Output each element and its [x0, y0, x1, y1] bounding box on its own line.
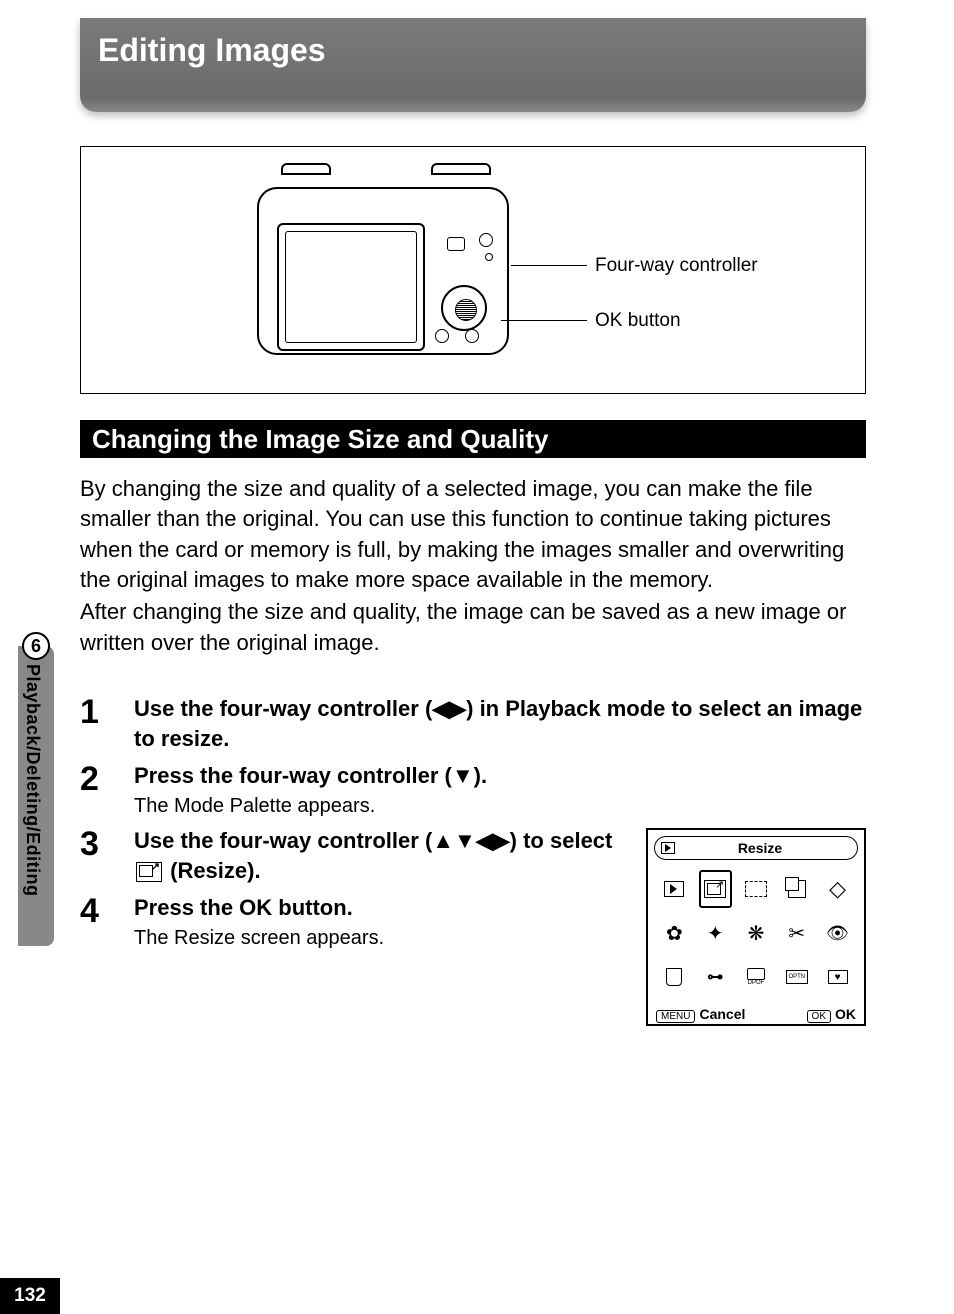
palette-protect-icon: ⊶ [699, 958, 732, 996]
palette-rotate-icon: ◇ [821, 870, 854, 908]
section-heading: Changing the Image Size and Quality [80, 420, 866, 458]
palette-redeye-icon: 👁 [821, 914, 854, 952]
step-number: 2 [80, 761, 134, 818]
step-desc: The Resize screen appears. [134, 927, 626, 950]
step-2: 2 Press the four-way controller (▼). The… [80, 761, 866, 818]
palette-voice-icon [658, 958, 691, 996]
step-number: 4 [80, 893, 134, 950]
callout-line-1 [511, 265, 587, 266]
step-number: 1 [80, 694, 134, 753]
step-desc: The Mode Palette appears. [134, 795, 866, 818]
step-title: Press the OK button. [134, 893, 626, 923]
palette-trim-icon: ✂ [780, 914, 813, 952]
palette-trimming-icon [740, 870, 773, 908]
palette-startup-icon: OPTN [780, 958, 813, 996]
four-way-controller-icon [441, 285, 487, 331]
camera-top-button [281, 163, 331, 175]
camera-shutter [431, 163, 491, 175]
palette-ok: OKOK [807, 1006, 856, 1023]
camera-btn-right [465, 329, 479, 343]
ok-button-icon: OK [807, 1010, 831, 1023]
menu-button-icon: MENU [656, 1010, 695, 1023]
chapter-number: 6 [22, 632, 50, 660]
step-number: 3 [80, 826, 134, 885]
step-title: Press the four-way controller (▼). [134, 761, 866, 791]
palette-title-bar: Resize [654, 836, 858, 860]
palette-resize-icon [699, 870, 732, 908]
page-header: Editing Images [80, 18, 866, 112]
body-text: By changing the size and quality of a se… [80, 474, 866, 658]
callout-ok-label: OK button [595, 310, 681, 332]
camera-illustration [251, 169, 519, 365]
mode-palette-screen: Resize ◇ ✿ ✦ ❋ ✂ 👁 ⊶ DPOF OPTN ♥ MENUCan… [646, 828, 866, 1026]
callout-line-2 [501, 320, 587, 321]
playback-icon [661, 842, 675, 854]
body-paragraph-1: By changing the size and quality of a se… [80, 474, 866, 595]
body-paragraph-2: After changing the size and quality, the… [80, 597, 866, 658]
palette-dpof-icon: DPOF [740, 958, 773, 996]
callout-controller-label: Four-way controller [595, 255, 758, 277]
camera-btn-left [435, 329, 449, 343]
chapter-label: Playback/Deleting/Editing [22, 664, 43, 897]
camera-diagram: Four-way controller OK button [80, 146, 866, 394]
page-title: Editing Images [98, 32, 326, 69]
palette-frame-icon: ♥ [821, 958, 854, 996]
camera-body [257, 187, 509, 355]
palette-effect-icon: ❋ [740, 914, 773, 952]
page-number: 132 [0, 1278, 60, 1314]
step-title: Use the four-way controller (▲▼◀▶) to se… [134, 826, 626, 885]
camera-dot-1 [479, 233, 493, 247]
step-title: Use the four-way controller (◀▶) in Play… [134, 694, 866, 753]
resize-icon [136, 862, 162, 882]
palette-title: Resize [683, 840, 837, 856]
camera-mode-button [447, 237, 465, 251]
palette-copy-icon [780, 870, 813, 908]
palette-cancel: MENUCancel [656, 1006, 745, 1023]
section-heading-text: Changing the Image Size and Quality [92, 424, 549, 455]
camera-dot-2 [485, 253, 493, 261]
palette-brightness-icon: ✦ [699, 914, 732, 952]
palette-slideshow-icon [658, 870, 691, 908]
palette-filter-icon: ✿ [658, 914, 691, 952]
chapter-tab: 6 Playback/Deleting/Editing [0, 632, 56, 952]
palette-footer: MENUCancel OKOK [654, 1006, 858, 1023]
camera-lcd [277, 223, 425, 351]
palette-grid: ◇ ✿ ✦ ❋ ✂ 👁 ⊶ DPOF OPTN ♥ [654, 868, 858, 1002]
step-1: 1 Use the four-way controller (◀▶) in Pl… [80, 694, 866, 753]
